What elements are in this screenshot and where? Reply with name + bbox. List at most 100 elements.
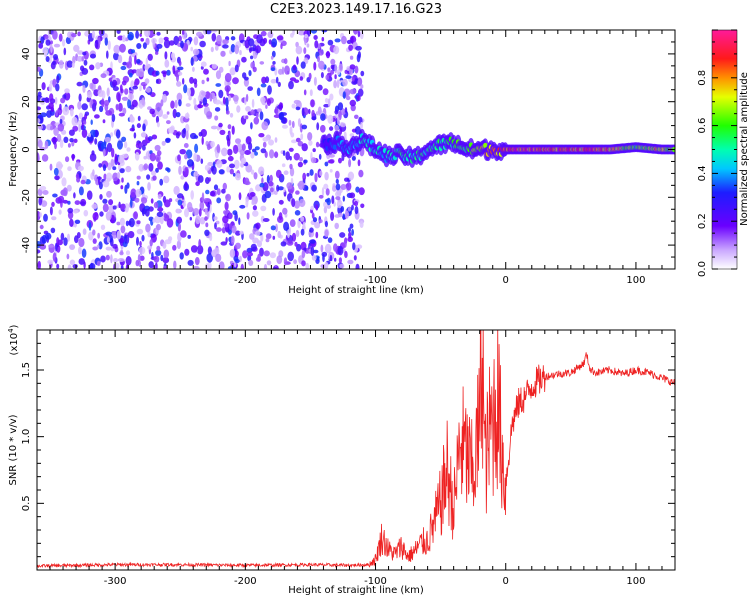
heatmap-cell bbox=[244, 97, 247, 105]
heatmap-cell bbox=[207, 201, 210, 211]
snr-panel: -300 -200 -100 0 100 0.5 1.0 1.5 Height of stra… bbox=[7, 324, 676, 596]
heatmap-cell bbox=[307, 132, 313, 141]
heatmap-cell bbox=[177, 71, 183, 76]
heatmap-cell bbox=[92, 212, 99, 221]
heatmap-cell bbox=[265, 104, 268, 109]
heatmap-cell bbox=[320, 72, 324, 79]
heatmap-cell bbox=[177, 222, 181, 232]
heatmap-cell bbox=[222, 39, 229, 45]
heatmap-cell bbox=[185, 130, 189, 140]
heatmap-cell bbox=[263, 264, 268, 269]
heatmap-cell bbox=[102, 148, 106, 157]
heatmap-cell bbox=[245, 93, 249, 102]
heatmap-cell bbox=[168, 40, 175, 46]
heatmap-cell bbox=[179, 252, 184, 260]
heatmap-cell bbox=[327, 67, 331, 72]
heatmap-cell bbox=[337, 116, 340, 126]
heatmap-cell bbox=[172, 244, 177, 251]
heatmap-cell bbox=[164, 59, 170, 68]
heatmap-cell bbox=[262, 136, 270, 142]
heatmap-cell bbox=[253, 172, 258, 180]
heatmap-cell bbox=[322, 254, 325, 262]
heatmap-cell bbox=[321, 187, 325, 197]
heatmap-cell bbox=[106, 50, 109, 59]
heatmap-cell bbox=[205, 177, 210, 184]
heatmap-cell bbox=[58, 195, 65, 204]
heatmap-cell bbox=[245, 106, 251, 112]
heatmap-cell bbox=[224, 201, 229, 211]
heatmap-cell bbox=[73, 192, 76, 199]
heatmap-cell bbox=[305, 262, 309, 269]
heatmap-cell bbox=[162, 114, 169, 119]
heatmap-cell bbox=[337, 212, 343, 218]
heatmap-cell bbox=[255, 230, 261, 236]
heatmap-cell bbox=[334, 257, 337, 262]
heatmap-cell bbox=[199, 201, 205, 211]
heatmap-cell bbox=[220, 241, 228, 246]
heatmap-cell bbox=[309, 227, 314, 233]
heatmap-cell bbox=[195, 181, 200, 187]
heatmap-cell bbox=[161, 70, 168, 75]
heatmap-cell bbox=[55, 161, 63, 171]
heatmap-cell bbox=[129, 116, 135, 123]
heatmap-cell bbox=[266, 260, 272, 266]
heatmap-cell bbox=[58, 59, 64, 69]
heatmap-cell bbox=[173, 35, 179, 46]
heatmap-cell bbox=[210, 125, 218, 130]
heatmap-cell bbox=[41, 82, 46, 91]
heatmap-cell bbox=[216, 34, 222, 45]
heatmap-cell bbox=[107, 162, 112, 171]
heatmap-cell bbox=[283, 58, 288, 65]
heatmap-cell bbox=[137, 68, 145, 78]
heatmap-cell bbox=[194, 143, 199, 153]
heatmap-cell bbox=[324, 161, 329, 167]
heatmap-cell bbox=[218, 122, 223, 128]
heatmap-cell bbox=[291, 120, 295, 129]
heatmap-cell bbox=[360, 203, 365, 209]
heatmap-cell bbox=[325, 74, 330, 81]
heatmap-cell bbox=[126, 61, 133, 69]
heatmap-cell bbox=[358, 187, 365, 196]
heatmap-cell bbox=[155, 154, 161, 163]
heatmap-cell bbox=[76, 55, 84, 62]
heatmap-cell bbox=[37, 249, 41, 254]
heatmap-cell bbox=[155, 115, 160, 124]
heatmap-cell bbox=[99, 211, 104, 217]
colorbar-gradient bbox=[711, 29, 738, 270]
heatmap-cell bbox=[120, 225, 126, 234]
heatmap-cell bbox=[136, 175, 141, 180]
heatmap-cell bbox=[232, 172, 236, 177]
heatmap-cell bbox=[184, 248, 190, 256]
heatmap-cell bbox=[156, 150, 162, 156]
heatmap-cell bbox=[227, 137, 231, 147]
heatmap-cell bbox=[50, 44, 53, 53]
heatmap-cell bbox=[300, 216, 305, 222]
heatmap-cell bbox=[135, 189, 142, 198]
heatmap-cell bbox=[129, 127, 135, 132]
heatmap-cell bbox=[141, 97, 145, 106]
heatmap-cell bbox=[285, 151, 291, 161]
heatmap-cell bbox=[163, 265, 168, 269]
heatmap-cell bbox=[180, 175, 185, 180]
heatmap-cell bbox=[342, 91, 346, 99]
heatmap-cell bbox=[336, 69, 341, 76]
heatmap-cell bbox=[52, 193, 58, 198]
heatmap-cell bbox=[278, 68, 283, 75]
heatmap-cell bbox=[59, 119, 63, 124]
heatmap-cell bbox=[342, 78, 348, 87]
heatmap-cell bbox=[210, 165, 214, 172]
heatmap-cell bbox=[119, 251, 124, 256]
y-tick-label: 0.5 bbox=[21, 495, 32, 511]
heatmap-cell bbox=[312, 217, 318, 223]
heatmap-cell bbox=[242, 250, 248, 259]
heatmap-cell bbox=[71, 116, 78, 127]
heatmap-cell bbox=[112, 86, 119, 92]
heatmap-cell bbox=[62, 39, 66, 47]
heatmap-cell bbox=[116, 172, 121, 179]
heatmap-cell bbox=[120, 185, 124, 190]
heatmap-cell bbox=[229, 168, 234, 175]
heatmap-cell bbox=[142, 84, 146, 90]
colorbar-tick-label: 0.8 bbox=[697, 70, 708, 86]
heatmap-cell bbox=[301, 107, 305, 117]
heatmap-cell bbox=[260, 96, 266, 104]
